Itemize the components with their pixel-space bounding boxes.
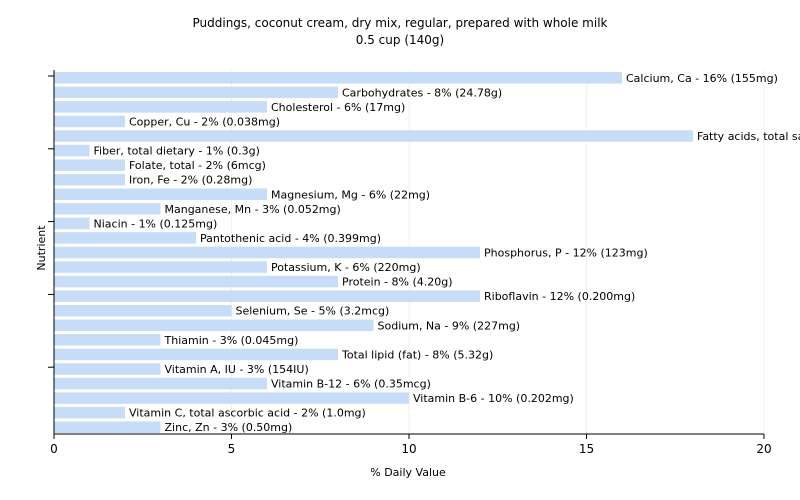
axes: 0 5 10 15 20: [48, 70, 772, 456]
bar: [54, 392, 409, 404]
bar: [54, 363, 161, 375]
bar: [54, 232, 196, 244]
bar: [54, 421, 161, 433]
x-tick-label: 20: [756, 442, 771, 456]
bar-label: Vitamin C, total ascorbic acid - 2% (1.0…: [129, 407, 366, 420]
bar: [54, 72, 622, 84]
bar: [54, 173, 125, 186]
bar: [54, 130, 693, 142]
bar: [54, 261, 267, 273]
bar: [54, 115, 125, 128]
bar: [54, 406, 125, 419]
bar: [54, 144, 90, 157]
bar-label: Manganese, Mn - 3% (0.052mg): [165, 203, 341, 216]
bar-label: Folate, total - 2% (6mcg): [129, 159, 266, 172]
bars: [54, 72, 693, 433]
bar-label: Fiber, total dietary - 1% (0.3g): [94, 145, 260, 158]
y-axis-label: Nutrient: [35, 225, 48, 271]
bar: [54, 203, 161, 215]
bar: [54, 86, 338, 99]
x-tick-label: 15: [579, 442, 594, 456]
bar: [54, 101, 267, 113]
bar-label: Fatty acids, total saturated - 18% (3.59…: [697, 130, 800, 143]
bar: [54, 319, 374, 332]
bar-label: Vitamin B-12 - 6% (0.35mcg): [271, 378, 431, 391]
bar-label: Vitamin B-6 - 10% (0.202mg): [413, 392, 574, 405]
bar-label: Selenium, Se - 5% (3.2mcg): [236, 305, 390, 318]
bar: [54, 334, 161, 346]
bar-label: Thiamin - 3% (0.045mg): [164, 334, 299, 347]
chart-title: Puddings, coconut cream, dry mix, regula…: [193, 16, 608, 30]
bar-label: Pantothenic acid - 4% (0.399mg): [200, 232, 381, 245]
bar-label: Potassium, K - 6% (220mg): [271, 261, 421, 274]
bar: [54, 275, 338, 288]
bar-label: Cholesterol - 6% (17mg): [271, 101, 405, 114]
bar: [54, 377, 267, 390]
bar-label: Magnesium, Mg - 6% (22mg): [271, 188, 430, 201]
x-tick-label: 10: [401, 442, 416, 456]
bar-label: Vitamin A, IU - 3% (154IU): [165, 363, 309, 376]
bar-label: Niacin - 1% (0.125mg): [94, 217, 218, 230]
chart-subtitle: 0.5 cup (140g): [356, 33, 444, 47]
bar: [54, 217, 90, 230]
bar-label: Sodium, Na - 9% (227mg): [378, 319, 521, 332]
bar-label: Copper, Cu - 2% (0.038mg): [129, 115, 280, 128]
bar-label: Protein - 8% (4.20g): [342, 276, 453, 289]
bar-label: Total lipid (fat) - 8% (5.32g): [341, 348, 493, 361]
bar: [54, 304, 232, 317]
bar-labels: Calcium, Ca - 16% (155mg) Carbohydrates -…: [94, 72, 800, 434]
x-tick-label: 5: [228, 442, 236, 456]
bar-label: Zinc, Zn - 3% (0.50mg): [165, 421, 293, 434]
bar-label: Phosphorus, P - 12% (123mg): [484, 247, 648, 260]
bar: [54, 246, 480, 259]
x-axis-label: % Daily Value: [370, 466, 446, 479]
bar-label: Riboflavin - 12% (0.200mg): [484, 290, 635, 303]
bar: [54, 290, 480, 302]
x-tick-label: 0: [50, 442, 58, 456]
bar: [54, 159, 125, 171]
bar: [54, 188, 267, 201]
bar-label: Iron, Fe - 2% (0.28mg): [129, 174, 252, 187]
bar-label: Calcium, Ca - 16% (155mg): [626, 72, 778, 85]
bar-label: Carbohydrates - 8% (24.78g): [342, 86, 502, 99]
bar: [54, 348, 338, 361]
